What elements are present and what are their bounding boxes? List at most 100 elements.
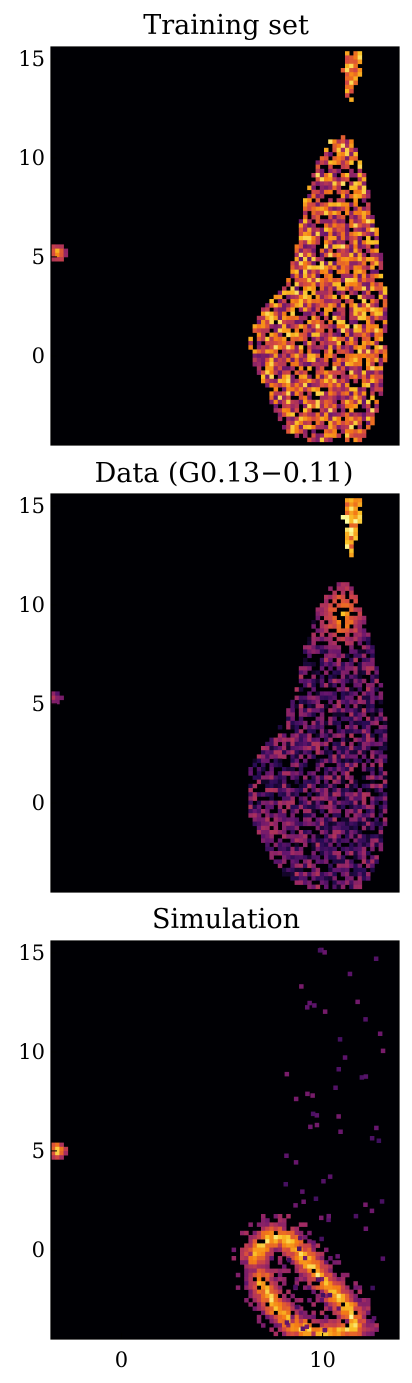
heatmap-cell: [370, 1331, 375, 1337]
heatmap-cell: [336, 269, 342, 275]
heatmap-cell: [298, 223, 304, 228]
heatmap-cell: [349, 498, 354, 503]
heatmap-cell: [307, 809, 312, 814]
heatmap-cell: [357, 210, 363, 216]
heatmap-cell: [324, 599, 329, 604]
heatmap-cell: [303, 433, 308, 438]
heatmap-cell: [359, 1075, 365, 1080]
heatmap-cell: [332, 227, 337, 233]
heatmap-cell: [336, 215, 342, 220]
heatmap-cell: [349, 273, 354, 279]
heatmap-cell: [248, 1247, 253, 1253]
heatmap-cell: [303, 1235, 308, 1240]
heatmap-cell: [366, 290, 371, 296]
heatmap-cell: [282, 391, 287, 396]
heatmap-cell: [324, 189, 329, 195]
heatmap-cell: [282, 1268, 287, 1274]
heatmap-cell: [269, 771, 274, 776]
heatmap-cell: [370, 294, 375, 300]
heatmap-cell: [328, 662, 333, 667]
heatmap-cell: [336, 286, 342, 291]
heatmap-cell: [298, 720, 304, 726]
heatmap-cell: [353, 1314, 358, 1320]
heatmap-cell: [345, 164, 350, 170]
heatmap-cell: [353, 282, 358, 287]
heatmap-cell: [265, 357, 270, 363]
heatmap-cell: [303, 294, 308, 300]
heatmap-cell: [378, 315, 384, 321]
heatmap-cell: [357, 678, 363, 684]
heatmap-cell: [315, 716, 321, 722]
heatmap-cell: [286, 303, 291, 308]
heatmap-cell: [332, 404, 337, 409]
heatmap-cell: [324, 771, 329, 776]
heatmap-cell: [332, 1272, 337, 1278]
heatmap-cell: [353, 156, 358, 161]
heatmap-cell: [265, 341, 270, 346]
heatmap-cell: [307, 1331, 312, 1337]
heatmap-cell: [290, 416, 295, 422]
heatmap-cell: [366, 294, 371, 300]
heatmap-cell: [303, 783, 308, 789]
heatmap-cell: [324, 813, 329, 818]
heatmap-cell: [298, 282, 304, 287]
heatmap-cell: [265, 846, 270, 852]
heatmap-cell: [286, 315, 291, 321]
heatmap-cell: [332, 758, 337, 764]
heatmap-cell: [294, 775, 300, 780]
heatmap-cell: [294, 788, 300, 793]
heatmap-cell: [349, 63, 354, 69]
heatmap-cell: [332, 712, 337, 717]
heatmap-cell: [345, 1306, 350, 1311]
heatmap-cell: [290, 378, 295, 384]
heatmap-cell: [269, 788, 274, 793]
heatmap-cell: [349, 662, 354, 667]
heatmap-cell: [307, 733, 312, 738]
heatmap-cell: [315, 1243, 321, 1248]
heatmap-cell: [357, 425, 363, 430]
heatmap-cell: [311, 265, 316, 270]
heatmap-cell: [282, 286, 287, 291]
heatmap-cell: [345, 336, 350, 342]
heatmap-cell: [298, 800, 304, 806]
heatmap-cell: [269, 391, 274, 396]
heatmap-cell: [319, 830, 325, 835]
heatmap-cell: [361, 198, 367, 203]
heatmap-cell: [336, 884, 342, 890]
heatmap-cell: [315, 741, 321, 747]
heatmap-cell: [374, 783, 379, 789]
heatmap-cell: [277, 383, 283, 388]
heatmap-cell: [357, 851, 363, 856]
heatmap-cell: [332, 286, 337, 291]
heatmap-cell: [283, 1182, 288, 1187]
heatmap-cell: [293, 1096, 299, 1102]
heatmap-cell: [311, 345, 316, 350]
heatmap-cell: [294, 1281, 300, 1286]
heatmap-cell: [328, 825, 333, 831]
heatmap-cell: [349, 315, 354, 321]
heatmap-cell: [303, 378, 308, 384]
heatmap-cell: [303, 695, 308, 701]
heatmap-cell: [366, 641, 371, 646]
heatmap-cell: [311, 775, 316, 780]
heatmap-cell: [256, 1222, 262, 1227]
heatmap-cell: [294, 1319, 300, 1324]
heatmap-cell: [357, 519, 363, 524]
heatmap-cell: [353, 286, 358, 291]
heatmap-cell: [336, 582, 342, 587]
heatmap-cell: [294, 859, 300, 864]
heatmap-cell: [298, 716, 304, 722]
heatmap-cell: [345, 851, 350, 856]
heatmap-cell: [366, 662, 371, 667]
heatmap-cell: [332, 741, 337, 747]
heatmap-cell: [290, 1247, 295, 1253]
heatmap-cell: [345, 173, 350, 178]
heatmap-cell: [311, 341, 316, 346]
heatmap-cell: [273, 1306, 279, 1311]
heatmap-cell: [290, 1302, 295, 1307]
heatmap-cell: [311, 173, 316, 178]
y-tick-label: 15: [18, 47, 45, 71]
heatmap-cell: [345, 725, 350, 730]
heatmap-cell: [282, 320, 287, 325]
heatmap-cell: [361, 391, 367, 396]
